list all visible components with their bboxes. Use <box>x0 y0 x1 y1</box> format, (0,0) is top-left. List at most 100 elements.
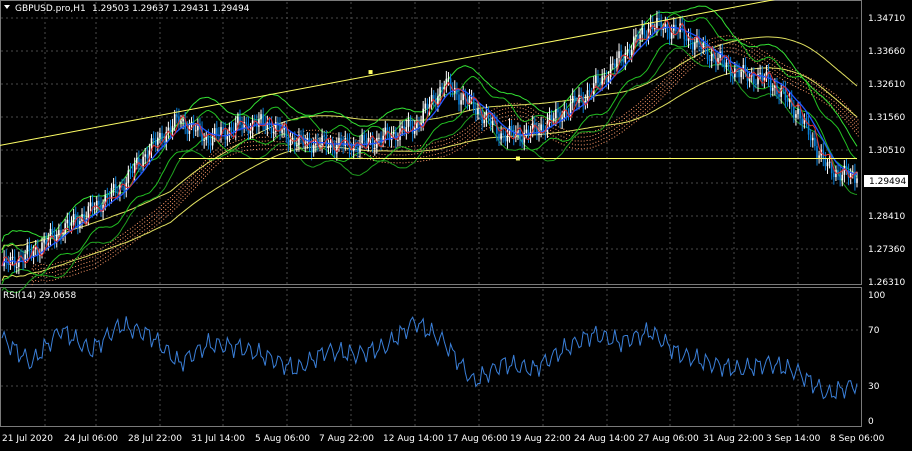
candle-body <box>736 68 738 70</box>
candle-body <box>849 172 852 178</box>
trendline-handle[interactable] <box>368 70 373 75</box>
candle-body <box>283 126 285 130</box>
candle-body <box>342 143 344 146</box>
candle-body <box>159 133 161 138</box>
candle-body <box>710 54 713 61</box>
candle-body <box>108 198 111 200</box>
trendlines[interactable] <box>0 0 857 161</box>
candle-body <box>245 122 248 124</box>
candle-body <box>567 112 570 115</box>
candle-body <box>685 39 688 41</box>
candle-body <box>717 57 719 65</box>
candle-body <box>719 51 721 58</box>
candle-body <box>83 214 85 219</box>
trendline-handle[interactable] <box>515 156 520 161</box>
candle-body <box>15 266 18 268</box>
candle-body <box>630 49 633 56</box>
candle-body <box>432 95 435 99</box>
candle-body <box>496 120 498 134</box>
candle-body <box>769 79 772 91</box>
candle-body <box>601 76 603 86</box>
candle-body <box>485 111 488 120</box>
candle-body <box>845 165 848 171</box>
candle-body <box>68 219 71 226</box>
candle-body <box>795 114 797 118</box>
price-tick: 1.34710 <box>868 14 905 24</box>
candle-body <box>466 99 469 104</box>
upper-trendline[interactable] <box>0 0 779 146</box>
candle-body <box>563 109 566 118</box>
candle-body <box>224 129 227 140</box>
time-tick: 21 Jul 2020 <box>2 434 53 444</box>
price-tick: 1.27360 <box>868 245 905 255</box>
candle-body <box>121 185 123 187</box>
candle-body <box>784 88 787 100</box>
candle-body <box>277 122 279 125</box>
candle-body <box>603 75 606 77</box>
candle-body <box>475 108 477 114</box>
candle-body <box>167 127 170 132</box>
candle-body <box>843 165 846 175</box>
candle-body <box>392 131 395 135</box>
candle-body <box>184 119 187 129</box>
candle-body <box>321 135 323 146</box>
candle-body <box>418 121 420 126</box>
candle-body <box>616 58 618 67</box>
candle-body <box>483 119 486 124</box>
candle-body <box>85 218 88 220</box>
candle-body <box>493 120 496 122</box>
candle-body <box>643 27 646 35</box>
candle-body <box>289 139 292 146</box>
candle-body <box>435 98 437 105</box>
candle-body <box>53 234 56 242</box>
candle-body <box>765 71 768 78</box>
candle-body <box>597 75 599 83</box>
candle-body <box>712 54 715 58</box>
candle-body <box>373 147 376 149</box>
candle-body <box>847 170 850 178</box>
candle-body <box>41 242 43 255</box>
candle-body <box>182 119 184 122</box>
candle-body <box>333 147 336 154</box>
candle-body <box>666 24 669 33</box>
candle-body <box>298 134 300 146</box>
candle-body <box>171 125 174 132</box>
candle-body <box>660 19 662 30</box>
candle-body <box>477 109 479 114</box>
candle-body <box>416 121 418 128</box>
candle-body <box>607 76 610 83</box>
candle-body <box>291 137 294 140</box>
candle-body <box>37 246 39 256</box>
candle-body <box>605 75 608 83</box>
candle-body <box>811 137 814 141</box>
candle-body <box>828 161 831 163</box>
candle-body <box>296 145 298 147</box>
candle-body <box>462 93 464 101</box>
candle-body <box>439 86 441 97</box>
price-tick: 1.30510 <box>868 146 905 156</box>
candle-body <box>336 145 338 154</box>
candle-body <box>264 123 267 129</box>
chevron-down-icon[interactable] <box>4 5 10 9</box>
candle-body <box>150 138 153 151</box>
time-tick: 7 Aug 22:00 <box>319 434 374 444</box>
candle-body <box>618 51 620 59</box>
candle-body <box>173 114 176 126</box>
candle-body <box>757 73 759 85</box>
candle-body <box>797 109 799 115</box>
candle-body <box>637 35 639 41</box>
candle-body <box>180 121 182 124</box>
time-tick: 17 Aug 06:00 <box>447 434 508 444</box>
candle-body <box>803 118 806 124</box>
candle-body <box>237 116 239 123</box>
candle-body <box>397 139 399 141</box>
candle-body <box>201 129 203 141</box>
ichimoku-line <box>31 46 860 282</box>
candle-body <box>340 137 342 144</box>
candle-body <box>683 26 686 40</box>
candle-body <box>70 222 73 226</box>
candle-body <box>98 200 100 205</box>
candle-body <box>106 195 109 199</box>
